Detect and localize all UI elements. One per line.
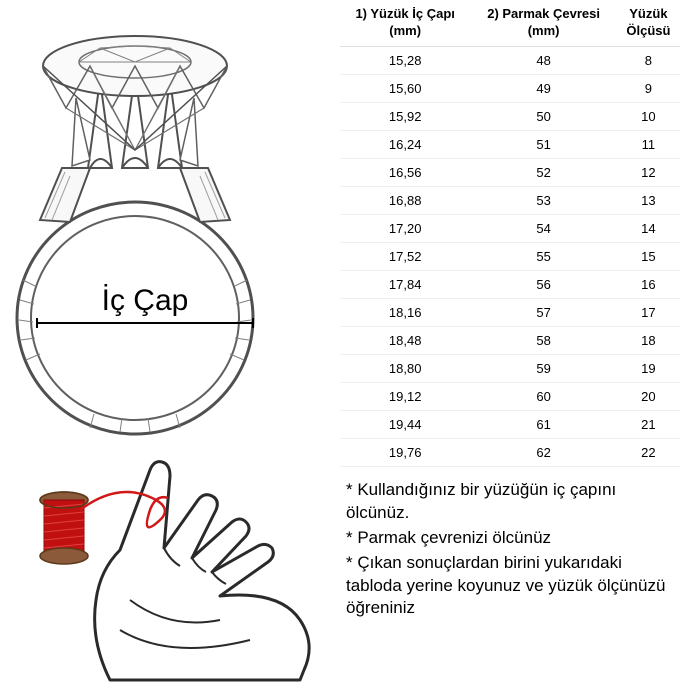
table-cell: 11 bbox=[617, 130, 680, 158]
table-cell: 22 bbox=[617, 438, 680, 466]
table-cell: 9 bbox=[617, 74, 680, 102]
col-header-circumference: 2) Parmak Çevresi (mm) bbox=[470, 0, 616, 46]
table-row: 17,845616 bbox=[340, 270, 680, 298]
table-cell: 20 bbox=[617, 382, 680, 410]
table-cell: 55 bbox=[470, 242, 616, 270]
col-header-diameter: 1) Yüzük İç Çapı (mm) bbox=[340, 0, 470, 46]
table-row: 19,766222 bbox=[340, 438, 680, 466]
table-cell: 19 bbox=[617, 354, 680, 382]
table-cell: 52 bbox=[470, 158, 616, 186]
table-row: 16,885313 bbox=[340, 186, 680, 214]
table-row: 18,165717 bbox=[340, 298, 680, 326]
diameter-label: İç Çap bbox=[0, 284, 290, 318]
table-cell: 16,56 bbox=[340, 158, 470, 186]
instructions-block: * Kullandığınız bir yüzüğün iç çapını öl… bbox=[340, 467, 700, 623]
table-row: 18,485818 bbox=[340, 326, 680, 354]
table-cell: 18,16 bbox=[340, 298, 470, 326]
table-cell: 15,60 bbox=[340, 74, 470, 102]
table-row: 16,565212 bbox=[340, 158, 680, 186]
table-cell: 16,24 bbox=[340, 130, 470, 158]
table-cell: 19,44 bbox=[340, 410, 470, 438]
col-header-size: Yüzük Ölçüsü bbox=[617, 0, 680, 46]
table-cell: 16 bbox=[617, 270, 680, 298]
table-cell: 18,80 bbox=[340, 354, 470, 382]
table-cell: 21 bbox=[617, 410, 680, 438]
table-cell: 60 bbox=[470, 382, 616, 410]
table-cell: 8 bbox=[617, 46, 680, 74]
table-cell: 62 bbox=[470, 438, 616, 466]
hand-illustration bbox=[0, 440, 340, 700]
table-cell: 49 bbox=[470, 74, 616, 102]
table-cell: 12 bbox=[617, 158, 680, 186]
table-cell: 19,76 bbox=[340, 438, 470, 466]
table-cell: 16,88 bbox=[340, 186, 470, 214]
size-table: 1) Yüzük İç Çapı (mm) 2) Parmak Çevresi … bbox=[340, 0, 700, 467]
table-row: 19,126020 bbox=[340, 382, 680, 410]
table-cell: 10 bbox=[617, 102, 680, 130]
table-cell: 48 bbox=[470, 46, 616, 74]
instruction-line: * Çıkan sonuçlardan birini yukarıdaki ta… bbox=[346, 552, 680, 621]
table-cell: 56 bbox=[470, 270, 616, 298]
table-cell: 15,28 bbox=[340, 46, 470, 74]
instruction-line: * Parmak çevrenizi ölcünüz bbox=[346, 527, 680, 550]
table-cell: 13 bbox=[617, 186, 680, 214]
table-row: 19,446121 bbox=[340, 410, 680, 438]
table-cell: 61 bbox=[470, 410, 616, 438]
table-cell: 19,12 bbox=[340, 382, 470, 410]
table-cell: 54 bbox=[470, 214, 616, 242]
instruction-line: * Kullandığınız bir yüzüğün iç çapını öl… bbox=[346, 479, 680, 525]
table-cell: 51 bbox=[470, 130, 616, 158]
ring-illustration: İç Çap bbox=[0, 0, 340, 440]
table-cell: 53 bbox=[470, 186, 616, 214]
table-cell: 18,48 bbox=[340, 326, 470, 354]
table-cell: 15 bbox=[617, 242, 680, 270]
ring-sketch-icon bbox=[0, 0, 300, 440]
table-cell: 57 bbox=[470, 298, 616, 326]
table-row: 15,925010 bbox=[340, 102, 680, 130]
table-row: 15,28488 bbox=[340, 46, 680, 74]
table-row: 17,205414 bbox=[340, 214, 680, 242]
table-row: 18,805919 bbox=[340, 354, 680, 382]
table-cell: 17,52 bbox=[340, 242, 470, 270]
table-cell: 59 bbox=[470, 354, 616, 382]
table-row: 17,525515 bbox=[340, 242, 680, 270]
diameter-line bbox=[36, 322, 254, 324]
table-row: 16,245111 bbox=[340, 130, 680, 158]
table-cell: 14 bbox=[617, 214, 680, 242]
table-cell: 58 bbox=[470, 326, 616, 354]
table-cell: 17,20 bbox=[340, 214, 470, 242]
table-cell: 50 bbox=[470, 102, 616, 130]
hand-sketch-icon bbox=[20, 440, 340, 690]
table-row: 15,60499 bbox=[340, 74, 680, 102]
table-cell: 17,84 bbox=[340, 270, 470, 298]
table-cell: 17 bbox=[617, 298, 680, 326]
table-cell: 15,92 bbox=[340, 102, 470, 130]
table-cell: 18 bbox=[617, 326, 680, 354]
